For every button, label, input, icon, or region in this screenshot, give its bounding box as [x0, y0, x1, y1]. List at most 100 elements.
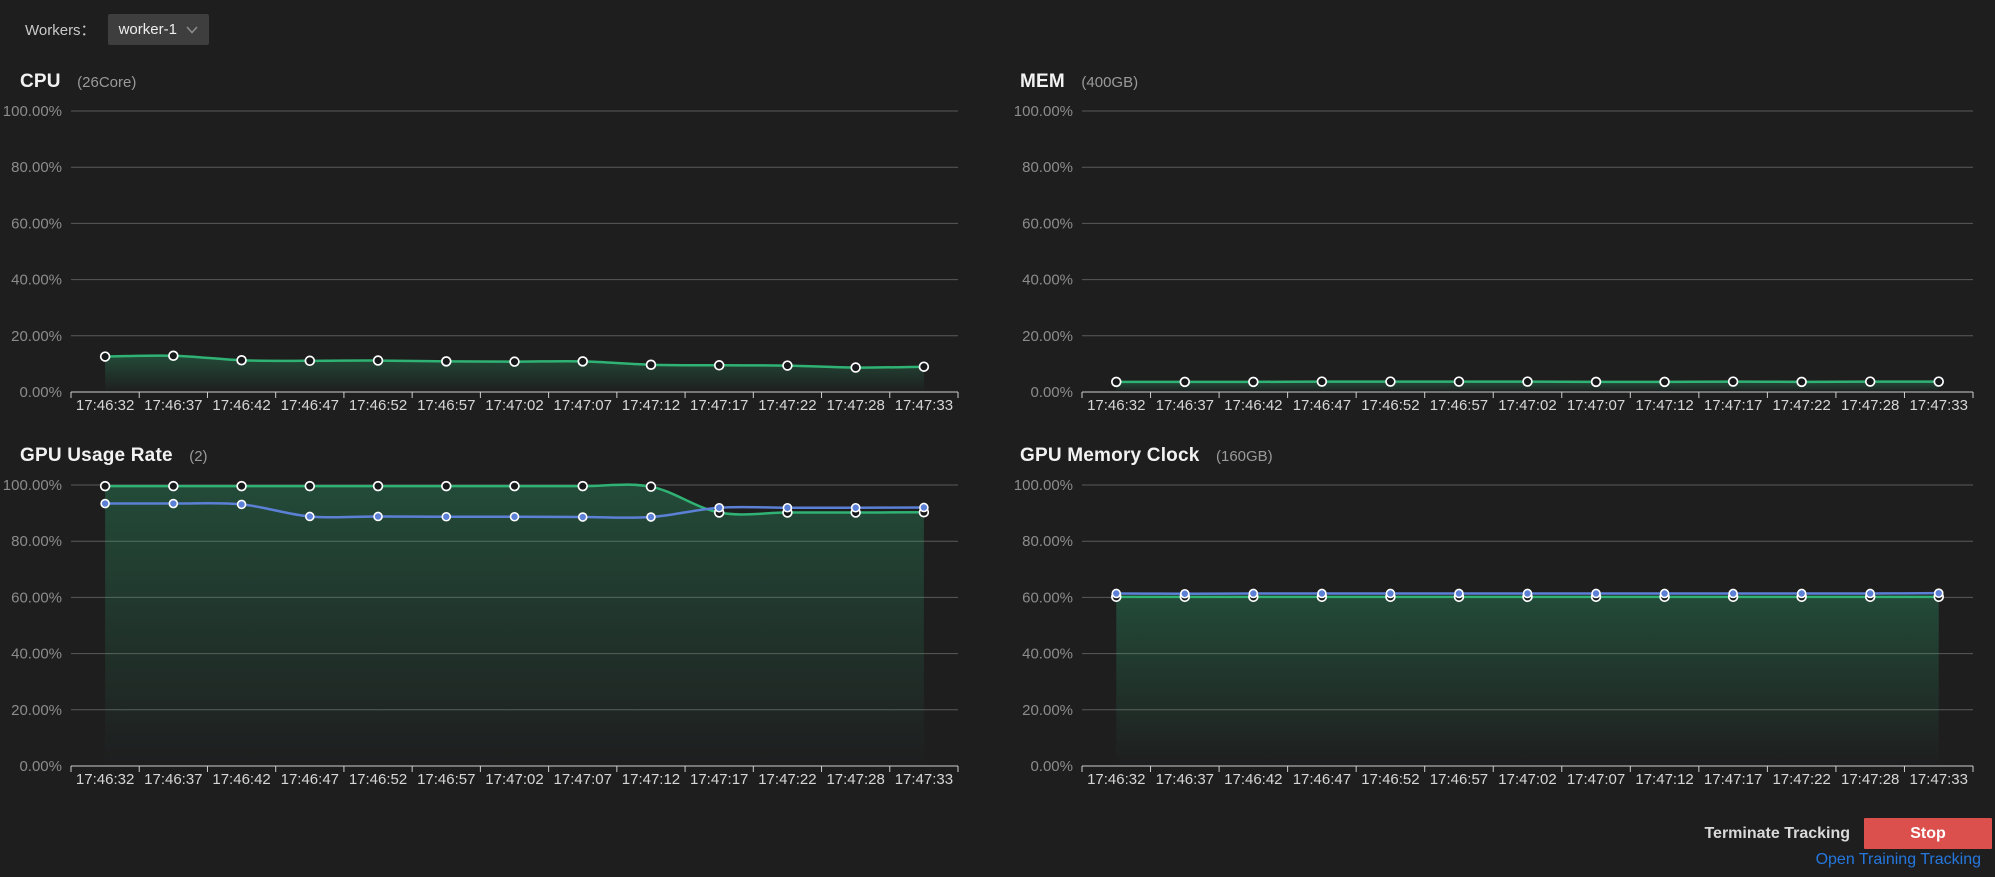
svg-text:17:47:33: 17:47:33 [895, 771, 953, 788]
gpu-memory-clock-chart-title: GPU Memory Clock [1020, 445, 1200, 466]
svg-text:0.00%: 0.00% [1030, 758, 1073, 775]
svg-text:100.00%: 100.00% [1014, 103, 1073, 120]
svg-text:20.00%: 20.00% [1022, 328, 1073, 345]
svg-text:17:46:47: 17:46:47 [281, 771, 339, 788]
svg-text:17:46:57: 17:46:57 [1430, 771, 1488, 788]
stop-button[interactable]: Stop [1864, 818, 1992, 849]
cpu-chart-plot: 100.00%80.00%60.00%40.00%20.00%0.00%17:4… [0, 58, 995, 430]
svg-text:17:47:22: 17:47:22 [758, 397, 816, 414]
chevron-down-icon [186, 26, 198, 34]
open-training-tracking-link[interactable]: Open Training Tracking [1816, 851, 1981, 869]
svg-text:17:47:33: 17:47:33 [1910, 397, 1968, 414]
svg-text:17:47:17: 17:47:17 [1704, 397, 1762, 414]
svg-text:100.00%: 100.00% [3, 103, 62, 120]
cpu-chart: CPU (26Core) 100.00% 80.00% 60.00% 40.00% 20… [0, 58, 995, 430]
svg-text:17:46:32: 17:46:32 [1087, 771, 1145, 788]
svg-text:17:46:57: 17:46:57 [417, 397, 475, 414]
svg-text:17:46:52: 17:46:52 [349, 397, 407, 414]
svg-text:17:47:07: 17:47:07 [554, 397, 612, 414]
svg-text:17:46:37: 17:46:37 [1156, 771, 1214, 788]
svg-text:17:47:22: 17:47:22 [1772, 771, 1830, 788]
svg-text:17:46:37: 17:46:37 [1156, 397, 1214, 414]
svg-text:17:47:28: 17:47:28 [1841, 771, 1899, 788]
svg-text:17:47:17: 17:47:17 [690, 397, 748, 414]
terminate-tracking-label: Terminate Tracking [1704, 825, 1850, 843]
svg-text:0.00%: 0.00% [19, 758, 62, 775]
svg-text:80.00%: 80.00% [11, 533, 62, 550]
svg-text:40.00%: 40.00% [11, 272, 62, 289]
gpu-memory-clock-chart-plot: 100.00%80.00%60.00%40.00%20.00%0.00%17:4… [1000, 432, 1995, 804]
svg-text:17:47:22: 17:47:22 [758, 771, 816, 788]
svg-text:20.00%: 20.00% [1022, 702, 1073, 719]
svg-text:60.00%: 60.00% [11, 589, 62, 606]
svg-text:17:46:57: 17:46:57 [1430, 397, 1488, 414]
svg-text:17:47:28: 17:47:28 [826, 397, 884, 414]
cpu-chart-header: CPU (26Core) [20, 71, 136, 93]
svg-text:17:46:37: 17:46:37 [144, 771, 202, 788]
workers-bar: Workers： worker-1 [25, 14, 209, 45]
svg-text:17:47:22: 17:47:22 [1772, 397, 1830, 414]
workers-label: Workers： [25, 19, 96, 40]
gpu-usage-chart-title: GPU Usage Rate [20, 445, 173, 466]
monitoring-dashboard: { "workers_bar": { "label": "Workers：", … [0, 0, 1995, 877]
mem-chart: MEM (400GB) 100.00% 80.00% 60.00% 40.00% 20.… [1000, 58, 1995, 430]
svg-text:60.00%: 60.00% [1022, 215, 1073, 232]
svg-text:17:47:28: 17:47:28 [1841, 397, 1899, 414]
gpu-usage-chart-header: GPU Usage Rate (2) [20, 445, 208, 467]
svg-text:17:46:47: 17:46:47 [1293, 771, 1351, 788]
svg-text:40.00%: 40.00% [1022, 272, 1073, 289]
svg-text:100.00%: 100.00% [3, 477, 62, 494]
svg-text:17:46:37: 17:46:37 [144, 397, 202, 414]
svg-text:17:47:33: 17:47:33 [895, 397, 953, 414]
cpu-chart-title: CPU [20, 71, 61, 92]
svg-text:17:46:47: 17:46:47 [281, 397, 339, 414]
svg-text:17:46:42: 17:46:42 [1224, 771, 1282, 788]
svg-text:17:47:12: 17:47:12 [1635, 771, 1693, 788]
gpu-memory-clock-chart: GPU Memory Clock (160GB) 100.00% 80.00% 60… [1000, 432, 1995, 804]
svg-text:17:46:42: 17:46:42 [1224, 397, 1282, 414]
cpu-chart-subtitle: (26Core) [77, 74, 136, 91]
svg-text:17:47:12: 17:47:12 [1635, 397, 1693, 414]
svg-text:17:47:02: 17:47:02 [485, 397, 543, 414]
gpu-usage-chart-plot: 100.00% 80.00% 60.00% 40.00% 20.00% 0.00% 17:4… [0, 432, 995, 804]
svg-text:17:47:07: 17:47:07 [1567, 397, 1625, 414]
svg-text:0.00%: 0.00% [1030, 384, 1073, 401]
svg-text:17:46:32: 17:46:32 [76, 397, 134, 414]
svg-text:80.00%: 80.00% [1022, 159, 1073, 176]
svg-text:17:46:52: 17:46:52 [1361, 397, 1419, 414]
mem-chart-subtitle: (400GB) [1081, 74, 1138, 91]
svg-text:100.00%: 100.00% [1014, 477, 1073, 494]
gpu-usage-chart-subtitle: (2) [189, 448, 207, 465]
svg-text:17:46:47: 17:46:47 [1293, 397, 1351, 414]
svg-text:17:46:32: 17:46:32 [76, 771, 134, 788]
svg-text:80.00%: 80.00% [11, 159, 62, 176]
gpu-memory-clock-chart-header: GPU Memory Clock (160GB) [1020, 445, 1273, 467]
svg-text:20.00%: 20.00% [11, 328, 62, 345]
svg-text:17:46:52: 17:46:52 [349, 771, 407, 788]
svg-text:17:46:52: 17:46:52 [1361, 771, 1419, 788]
svg-text:20.00%: 20.00% [11, 702, 62, 719]
svg-text:17:47:12: 17:47:12 [622, 771, 680, 788]
svg-text:17:47:17: 17:47:17 [690, 771, 748, 788]
gpu-usage-chart: GPU Usage Rate (2) 100.00% 80.00% 60.00% 40… [0, 432, 995, 804]
svg-text:17:47:12: 17:47:12 [622, 397, 680, 414]
svg-text:17:47:28: 17:47:28 [826, 771, 884, 788]
svg-text:17:47:33: 17:47:33 [1910, 771, 1968, 788]
mem-chart-title: MEM [1020, 71, 1065, 92]
svg-text:17:46:57: 17:46:57 [417, 771, 475, 788]
worker-select-dropdown[interactable]: worker-1 [108, 14, 209, 45]
mem-chart-header: MEM (400GB) [1020, 71, 1138, 93]
svg-text:17:46:42: 17:46:42 [212, 397, 270, 414]
svg-text:17:47:17: 17:47:17 [1704, 771, 1762, 788]
svg-text:17:46:32: 17:46:32 [1087, 397, 1145, 414]
svg-text:17:46:42: 17:46:42 [212, 771, 270, 788]
mem-chart-plot: 100.00% 80.00% 60.00% 40.00% 20.00% 0.00% 17:4… [1000, 58, 1995, 430]
worker-dropdown-value: worker-1 [119, 21, 177, 38]
svg-text:40.00%: 40.00% [11, 646, 62, 663]
svg-text:80.00%: 80.00% [1022, 533, 1073, 550]
svg-text:17:47:07: 17:47:07 [554, 771, 612, 788]
svg-text:17:47:07: 17:47:07 [1567, 771, 1625, 788]
svg-text:60.00%: 60.00% [11, 215, 62, 232]
svg-text:17:47:02: 17:47:02 [1498, 771, 1556, 788]
svg-text:60.00%: 60.00% [1022, 589, 1073, 606]
